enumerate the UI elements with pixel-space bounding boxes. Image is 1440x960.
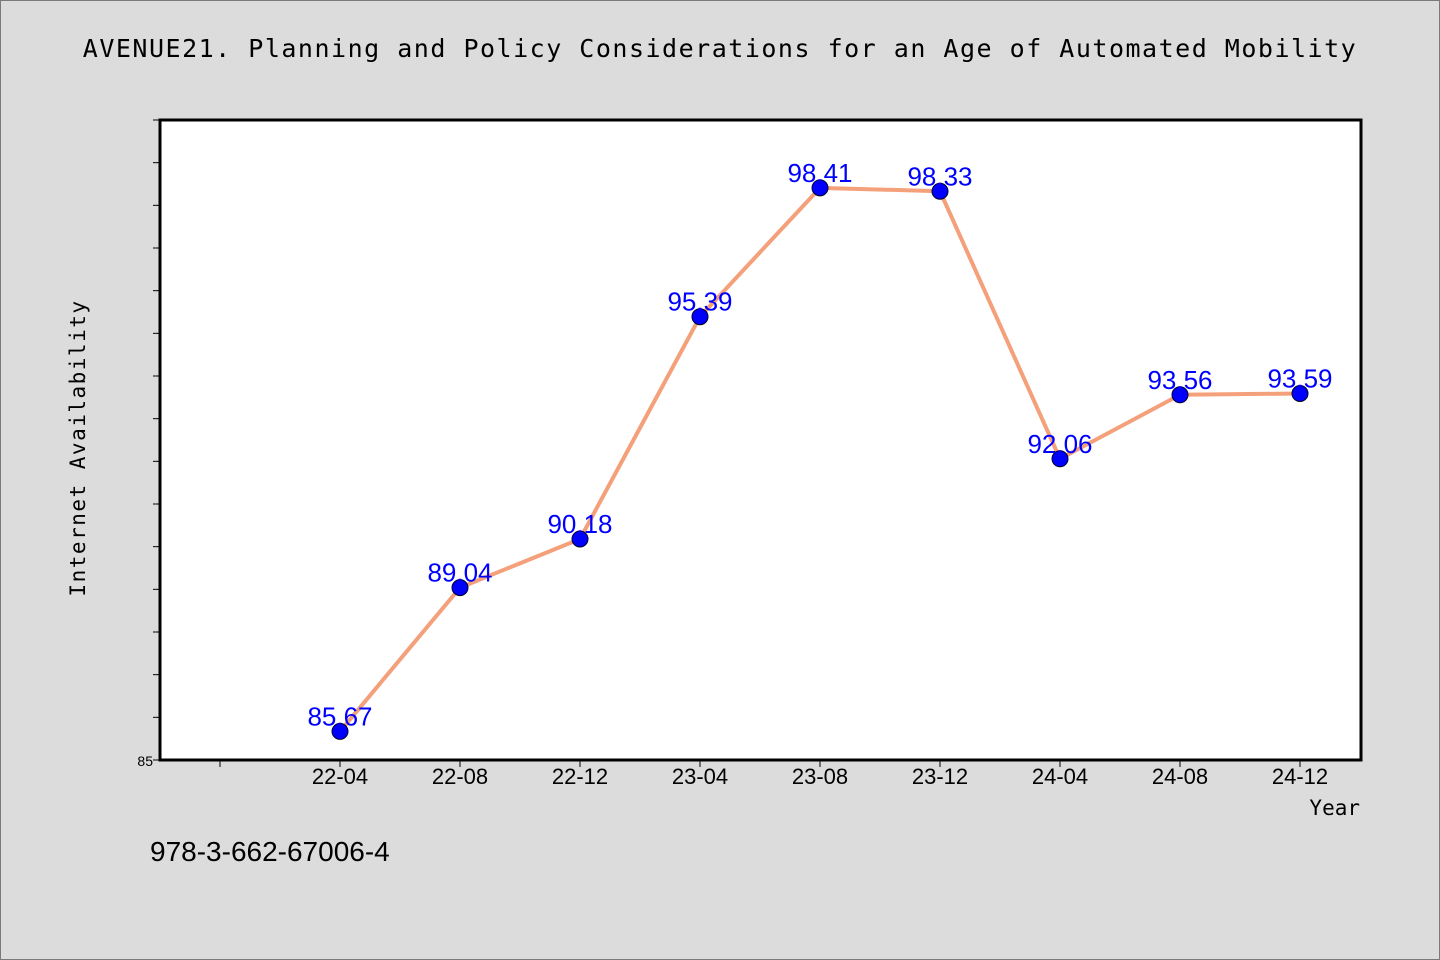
x-tick-label: 23-04	[672, 764, 728, 789]
data-label: 93.59	[1267, 363, 1332, 393]
data-label: 98.33	[907, 161, 972, 191]
x-axis-ticks: 22-04 22-08 22-12 23-04 23-08 23-12 24-04 24-08…	[219, 760, 1328, 789]
data-label: 85.67	[307, 701, 372, 731]
data-label: 90.18	[547, 509, 612, 539]
data-point	[451, 579, 469, 597]
data-point	[1171, 386, 1189, 404]
x-tick-label: 22-04	[312, 764, 368, 789]
data-point	[811, 179, 829, 197]
plot-area	[158, 118, 1363, 762]
x-tick-label: 22-08	[432, 764, 488, 789]
data-label: 98.41	[787, 158, 852, 188]
data-markers	[331, 179, 1309, 740]
y-axis-ticks: 85	[137, 119, 160, 769]
x-tick-label: 24-04	[1032, 764, 1088, 789]
data-label: 93.56	[1147, 365, 1212, 395]
isbn-footer: 978-3-662-67006-4	[150, 836, 390, 867]
data-labels: 85.67 89.04 90.18 95.39 98.41 98.33 92.06 93.56…	[307, 158, 1332, 732]
x-tick-label: 22-12	[552, 764, 608, 789]
data-label: 95.39	[667, 287, 732, 317]
data-label: 89.04	[427, 558, 492, 588]
chart-title: AVENUE21. Planning and Policy Considerat…	[82, 34, 1358, 63]
data-point	[931, 182, 949, 200]
x-tick-label: 23-08	[792, 764, 848, 789]
data-point	[571, 530, 589, 548]
x-axis-label: Year	[1309, 796, 1360, 820]
x-tick-label: 24-12	[1272, 764, 1328, 789]
data-label: 92.06	[1027, 429, 1092, 459]
x-tick-label: 23-12	[912, 764, 968, 789]
data-point	[691, 308, 709, 326]
data-point	[1051, 450, 1069, 468]
data-point	[331, 722, 349, 740]
x-tick-label: 24-08	[1152, 764, 1208, 789]
y-tick-label: 85	[137, 753, 153, 769]
data-point	[1291, 384, 1309, 402]
